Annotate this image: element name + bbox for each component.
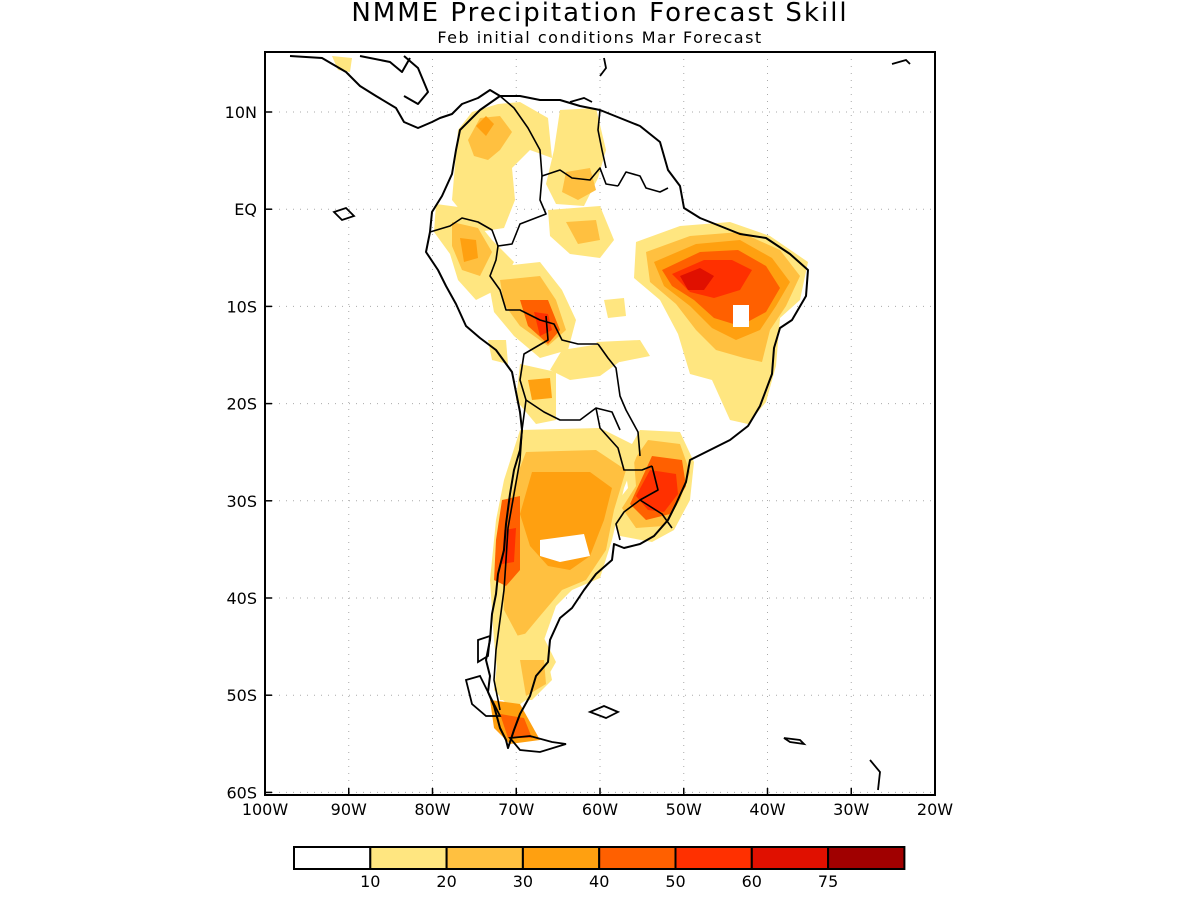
border-colombia-venezuela — [499, 95, 619, 187]
border-colombia-brazil — [497, 175, 547, 247]
lon-tick-label: 90W — [331, 800, 367, 819]
colorbar-label: 60 — [742, 872, 762, 891]
skill-shading — [332, 56, 808, 744]
coast-central-america-north — [359, 55, 411, 73]
lon-tick-label: 60W — [582, 800, 618, 819]
border-brazil-uruguay — [639, 499, 673, 529]
island-atlantic — [891, 58, 911, 65]
lon-tick-label: 80W — [414, 800, 450, 819]
lat-tick-label: 10N — [225, 103, 257, 122]
lat-tick-label: 30S — [226, 492, 257, 511]
border-argentina-uruguay — [615, 465, 659, 541]
shade-ecuador-hot — [460, 238, 478, 262]
border-ecuador-peru — [429, 217, 499, 247]
island-chiloe — [477, 634, 492, 664]
map-subtitle: Feb initial conditions Mar Forecast — [437, 28, 763, 47]
shade-colombia-hot — [476, 116, 494, 136]
coast-yucatan — [403, 55, 429, 105]
border-paraguay — [595, 407, 653, 471]
island-chile-archipelago — [464, 674, 502, 717]
lon-tick-label: 40W — [749, 800, 785, 819]
border-peru-brazil — [489, 245, 598, 345]
colorbar-swatch — [293, 846, 372, 870]
border-peru-bolivia — [519, 315, 549, 401]
colorbar-label: 75 — [818, 872, 838, 891]
graticule — [265, 52, 935, 795]
coast-south-america — [425, 95, 809, 749]
colorbar-swatch — [827, 846, 906, 870]
colorbar-label: 20 — [436, 872, 456, 891]
island-galapagos — [332, 206, 356, 222]
border-chile-argentina — [493, 399, 527, 711]
island-caribbean — [569, 97, 593, 103]
shade-patagonia-core — [520, 660, 546, 696]
lat-tick-label: EQ — [234, 200, 257, 219]
colorbar-label: 50 — [665, 872, 685, 891]
lon-tick-label: 30W — [833, 800, 869, 819]
border-venezuela-guyana — [597, 109, 607, 169]
colorbar-label: 10 — [360, 872, 380, 891]
lon-tick-label: 20W — [917, 800, 953, 819]
lon-tick-label: 50W — [666, 800, 702, 819]
island-south-sandwich — [869, 759, 881, 791]
lat-tick-label: 10S — [226, 297, 257, 316]
colorbar-swatch — [598, 846, 677, 870]
colorbar-swatch — [445, 846, 524, 870]
colorbar-swatch — [369, 846, 448, 870]
shade-guiana-core — [566, 220, 600, 244]
colorbar-swatch — [750, 846, 830, 870]
island-tierra-del-fuego — [508, 735, 567, 753]
lat-tick-label: 60S — [226, 783, 257, 802]
island-falklands — [587, 705, 621, 719]
colorbar-swatch — [521, 846, 601, 870]
lon-tick-label: 100W — [242, 800, 289, 819]
shade-amazon-south — [596, 340, 650, 362]
shade-ne-brazil-l6 — [680, 268, 714, 290]
shade-argentina-white — [540, 534, 590, 562]
lat-tick-label: 50S — [226, 686, 257, 705]
shade-venezuela-core — [562, 168, 596, 200]
shade-central-america — [332, 56, 352, 72]
axis-ticks: 100W 90W 80W 70W 60W 50W 40W 30W 20W 10N EQ 10S 20S 3… — [225, 103, 954, 819]
island-trinidad — [599, 57, 607, 77]
lat-tick-label: 40S — [226, 589, 257, 608]
border-bolivia-south — [525, 399, 621, 431]
colorbar: 10 20 30 40 50 60 75 — [293, 846, 906, 891]
island-south-georgia — [783, 737, 807, 746]
border-guyanas — [617, 171, 669, 193]
coastlines — [289, 55, 911, 791]
shade-small-amazon — [604, 298, 626, 318]
shade-bolivia-core — [528, 378, 552, 400]
map-title: NMME Precipitation Forecast Skill — [351, 0, 849, 28]
colorbar-label: 30 — [513, 872, 533, 891]
colorbar-swatch — [674, 846, 753, 870]
lat-tick-label: 20S — [226, 395, 257, 414]
country-borders — [429, 95, 673, 711]
lon-tick-label: 70W — [498, 800, 534, 819]
colorbar-label: 40 — [589, 872, 609, 891]
shade-white-box — [733, 305, 749, 327]
coast-central-america — [289, 55, 501, 129]
border-bolivia-brazil — [597, 343, 641, 457]
